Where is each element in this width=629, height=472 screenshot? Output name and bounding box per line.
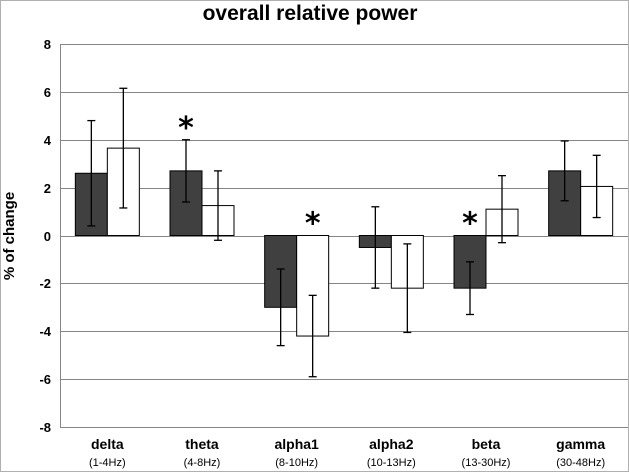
y-tick-label: -6 [39,372,51,387]
x-category-label: theta [185,436,219,452]
significance-markers: * * * [178,111,478,242]
y-tick-label: 8 [44,37,51,52]
x-category-label: alpha2 [369,436,414,452]
x-category-label: alpha1 [274,436,319,452]
x-category-subtitle: (1-4Hz) [89,457,126,469]
x-category-label: beta [472,436,501,452]
y-tick-labels: -8 -6 -4 -2 0 2 4 6 8 [39,37,51,435]
y-tick-label: 0 [44,229,51,244]
significance-marker: * [178,111,194,146]
y-tick-label: 2 [44,181,51,196]
x-category-label: delta [91,436,124,452]
y-tick-label: -8 [39,420,51,435]
chart-title: overall relative power [203,2,418,25]
bars [74,147,614,337]
y-tick-label: 6 [44,85,51,100]
x-category-subtitle: (30-48Hz) [556,457,605,469]
bar-gamma-s1 [548,170,582,236]
x-category-subtitle: (8-10Hz) [275,457,318,469]
x-category-subtitle: (10-13Hz) [367,457,416,469]
y-tick-label: -2 [39,276,51,291]
significance-marker: * [462,207,478,242]
y-tick-label: -4 [39,324,51,339]
x-category-labels: delta (1-4Hz) theta (4-8Hz) alpha1 (8-10Hz) al… [89,436,605,469]
significance-marker: * [305,207,321,242]
y-tick-label: 4 [44,133,52,148]
x-category-subtitle: (4-8Hz) [184,457,221,469]
error-bars [87,87,601,378]
x-category-label: gamma [556,436,605,452]
gridlines [60,44,628,428]
x-category-subtitle: (13-30Hz) [462,457,511,469]
y-axis-label: % of change [1,192,18,280]
